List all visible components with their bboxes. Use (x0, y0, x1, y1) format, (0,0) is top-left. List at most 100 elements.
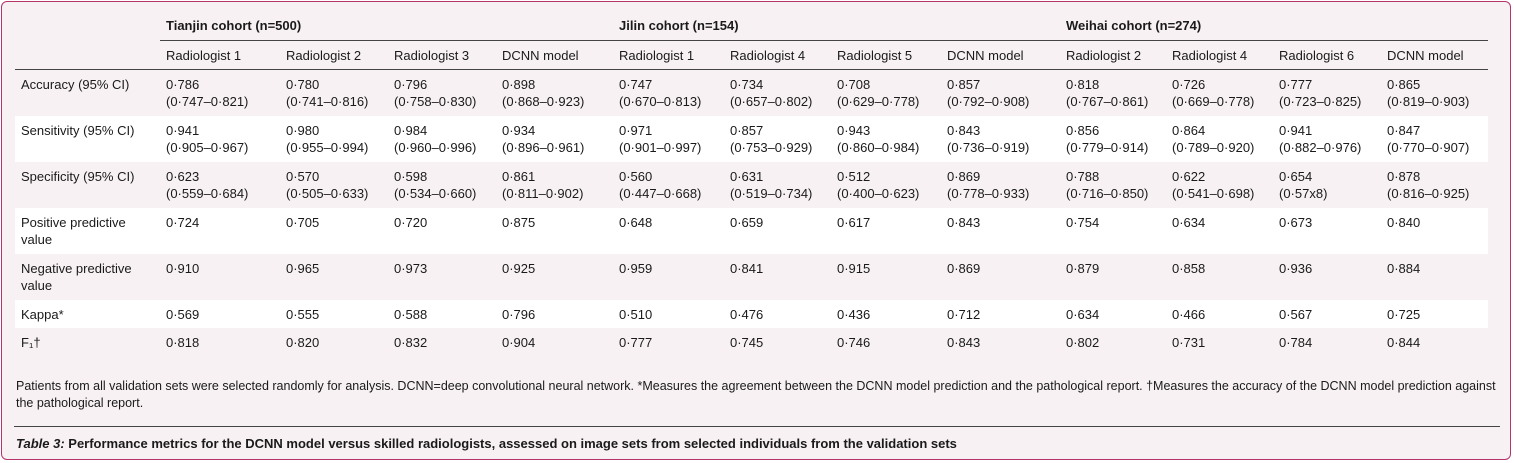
confidence-interval: (0·447–0·668) (619, 186, 702, 201)
point-estimate: 0·747 (619, 77, 653, 92)
point-estimate: 0·973 (394, 261, 428, 276)
value-cell: 0·864 (0·789–0·920) (1166, 116, 1273, 162)
confidence-interval: (0·955–0·994) (286, 140, 369, 155)
point-estimate: 0·623 (166, 169, 200, 184)
point-estimate: 0·725 (1387, 307, 1421, 322)
point-estimate: 0·659 (730, 215, 764, 230)
value-cell: 0·555 (280, 300, 388, 328)
confidence-interval: (0·767–0·861) (1066, 94, 1149, 109)
point-estimate: 0·869 (947, 169, 981, 184)
point-estimate: 0·959 (619, 261, 653, 276)
confidence-interval: (0·400–0·623) (837, 186, 920, 201)
point-estimate: 0·941 (1279, 123, 1313, 138)
value-cell: 0·861 (0·811–0·902) (496, 162, 611, 208)
corner-cell (15, 8, 160, 41)
point-estimate: 0·841 (730, 261, 764, 276)
value-cell: 0·720 (388, 208, 496, 254)
value-cell: 0·712 (941, 300, 1058, 328)
value-cell: 0·796 (496, 300, 611, 328)
point-estimate: 0·971 (619, 123, 653, 138)
point-estimate: 0·786 (166, 77, 200, 92)
value-cell: 0·857 (0·792–0·908) (941, 70, 1058, 117)
value-cell: 0·725 (1381, 300, 1488, 328)
value-cell: 0·754 (1058, 208, 1166, 254)
point-estimate: 0·555 (286, 307, 320, 322)
point-estimate: 0·857 (730, 123, 764, 138)
point-estimate: 0·843 (947, 123, 981, 138)
value-cell: 0·943 (0·860–0·984) (831, 116, 941, 162)
value-cell: 0·904 (496, 328, 611, 356)
reader-header: Radiologist 1 (611, 40, 724, 70)
point-estimate: 0·856 (1066, 123, 1100, 138)
value-cell: 0·934 (0·896–0·961) (496, 116, 611, 162)
point-estimate: 0·634 (1066, 307, 1100, 322)
point-estimate: 0·818 (166, 335, 200, 350)
value-cell: 0·869 (941, 254, 1058, 300)
table-row: Kappa* 0·569 0·555 0·588 0·796 0·510 0·476 0·43… (15, 300, 1488, 328)
point-estimate: 0·875 (502, 215, 536, 230)
value-cell: 0·510 (611, 300, 724, 328)
table-row: Specificity (95% CI) 0·623 (0·559–0·684) 0·… (15, 162, 1488, 208)
confidence-interval: (0·770–0·907) (1387, 140, 1470, 155)
point-estimate: 0·879 (1066, 261, 1100, 276)
value-cell: 0·784 (1273, 328, 1381, 356)
confidence-interval: (0·736–0·919) (947, 140, 1030, 155)
confidence-interval: (0·657–0·802) (730, 94, 813, 109)
point-estimate: 0·941 (166, 123, 200, 138)
value-cell: 0·884 (1381, 254, 1488, 300)
confidence-interval: (0·860–0·984) (837, 140, 920, 155)
value-cell: 0·802 (1058, 328, 1166, 356)
confidence-interval: (0·901–0·997) (619, 140, 702, 155)
point-estimate: 0·936 (1279, 261, 1313, 276)
point-estimate: 0·884 (1387, 261, 1421, 276)
value-cell: 0·726 (0·669–0·778) (1166, 70, 1273, 117)
point-estimate: 0·796 (502, 307, 536, 322)
value-cell: 0·631 (0·519–0·734) (724, 162, 831, 208)
confidence-interval: (0·868–0·923) (502, 94, 585, 109)
value-cell: 0·569 (160, 300, 280, 328)
table-row: Positive predictive value 0·724 0·705 0·720… (15, 208, 1488, 254)
point-estimate: 0·980 (286, 123, 320, 138)
point-estimate: 0·869 (947, 261, 981, 276)
table-caption: Table 3: Performance metrics for the DCN… (16, 436, 957, 451)
value-cell: 0·941 (0·882–0·976) (1273, 116, 1381, 162)
value-cell: 0·560 (0·447–0·668) (611, 162, 724, 208)
reader-header: Radiologist 2 (280, 40, 388, 70)
table-footnote: Patients from all validation sets were s… (16, 379, 1496, 410)
point-estimate: 0·720 (394, 215, 428, 230)
value-cell: 0·659 (724, 208, 831, 254)
value-cell: 0·570 (0·505–0·633) (280, 162, 388, 208)
value-cell: 0·705 (280, 208, 388, 254)
table-row: Accuracy (95% CI) 0·786 (0·747–0·821) 0·780… (15, 70, 1488, 117)
confidence-interval: (0·758–0·830) (394, 94, 477, 109)
value-cell: 0·476 (724, 300, 831, 328)
point-estimate: 0·780 (286, 77, 320, 92)
performance-table: Tianjin cohort (n=500) Jilin cohort (n=1… (15, 8, 1488, 356)
confidence-interval: (0·789–0·920) (1172, 140, 1255, 155)
point-estimate: 0·915 (837, 261, 871, 276)
confidence-interval: (0·57x8) (1279, 186, 1328, 201)
cohort-header-row: Tianjin cohort (n=500) Jilin cohort (n=1… (15, 8, 1488, 41)
value-cell: 0·623 (0·559–0·684) (160, 162, 280, 208)
confidence-interval: (0·629–0·778) (837, 94, 920, 109)
point-estimate: 0·943 (837, 123, 871, 138)
value-cell: 0·965 (280, 254, 388, 300)
point-estimate: 0·910 (166, 261, 200, 276)
value-cell: 0·936 (1273, 254, 1381, 300)
point-estimate: 0·476 (730, 307, 764, 322)
point-estimate: 0·754 (1066, 215, 1100, 230)
point-estimate: 0·708 (837, 77, 871, 92)
value-cell: 0·840 (1381, 208, 1488, 254)
metric-header (15, 41, 160, 70)
value-cell: 0·634 (1166, 208, 1273, 254)
value-cell: 0·648 (611, 208, 724, 254)
confidence-interval: (0·779–0·914) (1066, 140, 1149, 155)
metric-label: Kappa* (21, 307, 64, 322)
point-estimate: 0·634 (1172, 215, 1206, 230)
value-cell: 0·973 (388, 254, 496, 300)
value-cell: 0·588 (388, 300, 496, 328)
value-cell: 0·843 (941, 328, 1058, 356)
confidence-interval: (0·534–0·660) (394, 186, 477, 201)
value-cell: 0·708 (0·629–0·778) (831, 70, 941, 117)
